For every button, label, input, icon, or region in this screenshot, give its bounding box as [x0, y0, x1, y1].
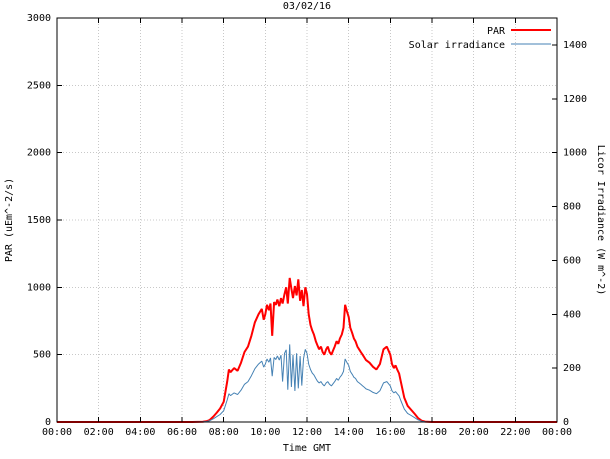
y-tick-label-right: 0 — [563, 417, 569, 428]
x-tick-label: 00:00 — [542, 427, 572, 438]
y-axis-label-right: Licor Irradiance (W m^-2) — [595, 145, 606, 296]
series-line-0 — [57, 277, 557, 423]
x-tick-label: 20:00 — [459, 427, 489, 438]
legend-label-par: PAR — [487, 26, 506, 37]
x-tick-label: 10:00 — [250, 427, 280, 438]
x-tick-label: 22:00 — [500, 427, 530, 438]
x-tick-label: 12:00 — [292, 427, 322, 438]
y-tick-label-left: 1500 — [27, 215, 51, 226]
y-tick-label-right: 1200 — [563, 94, 587, 105]
x-tick-label: 02:00 — [84, 427, 114, 438]
plot-generated: 00:00 02:00 04:00 06:00 08:00 10:00 12:00 14:00… — [27, 13, 587, 438]
y-axis-label-left: PAR (uEm^-2/s) — [4, 178, 15, 262]
x-tick-label: 04:00 — [125, 427, 155, 438]
x-tick-label: 00:00 — [42, 427, 72, 438]
chart-title: 03/02/16 — [282, 1, 332, 12]
y-tick-label-left: 500 — [33, 350, 51, 361]
y-tick-label-left: 0 — [45, 417, 51, 428]
y-tick-label-left: 2500 — [27, 80, 51, 91]
y-tick-label-right: 400 — [563, 309, 581, 320]
y-tick-label-left: 3000 — [27, 13, 51, 24]
y-tick-label-left: 1000 — [27, 282, 51, 293]
x-tick-label: 06:00 — [167, 427, 197, 438]
legend: PAR Solar irradiance — [409, 26, 551, 51]
x-tick-label: 14:00 — [334, 427, 364, 438]
x-tick-label: 08:00 — [209, 427, 239, 438]
y-tick-label-right: 1000 — [563, 148, 587, 159]
y-tick-label-right: 800 — [563, 202, 581, 213]
legend-label-solar: Solar irradiance — [409, 40, 505, 51]
y-tick-label-left: 2000 — [27, 148, 51, 159]
x-tick-label: 16:00 — [375, 427, 405, 438]
y-tick-label-right: 200 — [563, 363, 581, 374]
y-tick-label-right: 1400 — [563, 40, 587, 51]
x-tick-label: 18:00 — [417, 427, 447, 438]
x-axis-label: Time GMT — [282, 443, 332, 454]
series-line-1 — [57, 344, 557, 423]
y-tick-label-right: 600 — [563, 255, 581, 266]
